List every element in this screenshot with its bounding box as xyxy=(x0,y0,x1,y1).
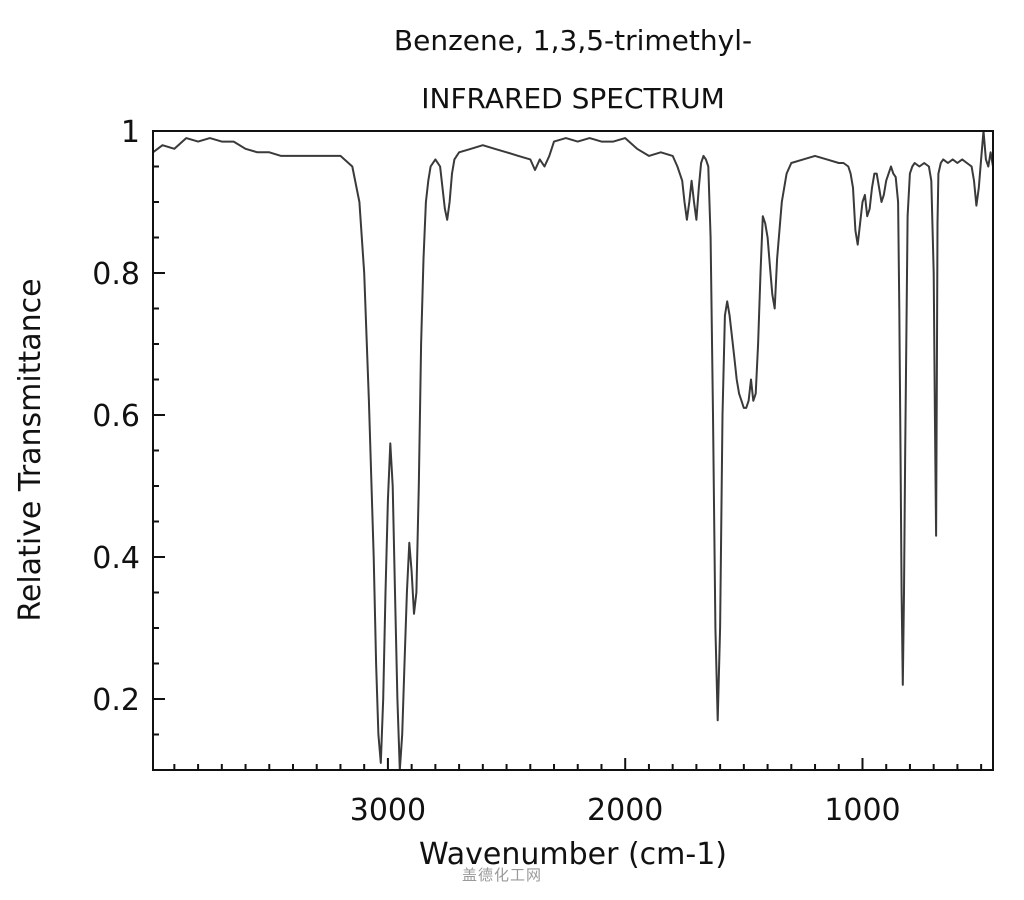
axis-ticks xyxy=(153,165,983,770)
y-tick-label: 1 xyxy=(121,115,140,150)
x-axis-label: Wavenumber (cm-1) xyxy=(419,837,727,872)
x-tick-label: 2000 xyxy=(587,793,663,828)
axis-tick-labels: 3000 2000 1000 0.2 0.4 0.6 0.8 1 xyxy=(92,115,900,828)
x-tick-label: 3000 xyxy=(350,793,426,828)
y-tick-label: 0.8 xyxy=(92,257,140,292)
chart-title: Benzene, 1,3,5-trimethyl- xyxy=(393,24,753,57)
chart-subtitle: INFRARED SPECTRUM xyxy=(421,82,725,115)
y-tick-label: 0.2 xyxy=(92,683,140,718)
y-tick-label: 0.4 xyxy=(92,541,140,576)
x-tick-label: 1000 xyxy=(824,793,900,828)
y-tick-label: 0.6 xyxy=(92,399,140,434)
watermark: 盖德化工网 xyxy=(462,866,543,884)
y-axis-label: Relative Transmittance xyxy=(13,278,48,621)
plot-frame xyxy=(152,130,994,771)
spectrum-line xyxy=(152,130,994,771)
